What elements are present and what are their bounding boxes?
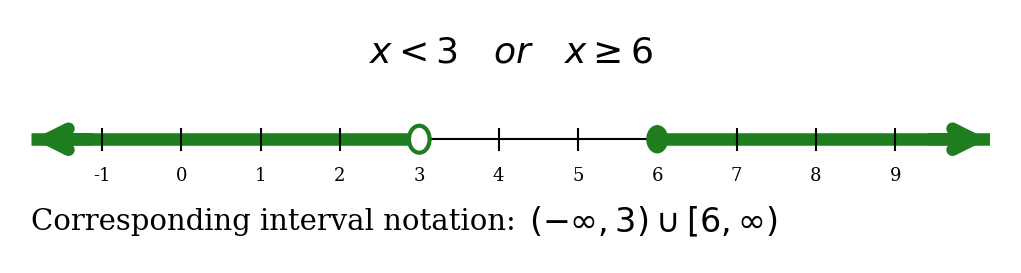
Text: Corresponding interval notation:: Corresponding interval notation:: [31, 208, 516, 236]
Text: $(-\infty,3)\cup[6,\infty)$: $(-\infty,3)\cup[6,\infty)$: [529, 205, 778, 239]
Text: 7: 7: [731, 167, 742, 185]
Circle shape: [409, 126, 430, 153]
Text: 0: 0: [176, 167, 187, 185]
Circle shape: [647, 126, 668, 153]
Text: 5: 5: [572, 167, 584, 185]
Text: 3: 3: [414, 167, 425, 185]
Text: 1: 1: [255, 167, 266, 185]
Text: 4: 4: [493, 167, 504, 185]
Text: 2: 2: [334, 167, 346, 185]
Text: $x < 3$   $\mathit{or}$   $x \geq 6$: $x < 3$ $\mathit{or}$ $x \geq 6$: [369, 35, 652, 70]
Text: 6: 6: [651, 167, 663, 185]
Text: -1: -1: [93, 167, 110, 185]
Text: 9: 9: [889, 167, 901, 185]
Text: 8: 8: [810, 167, 822, 185]
